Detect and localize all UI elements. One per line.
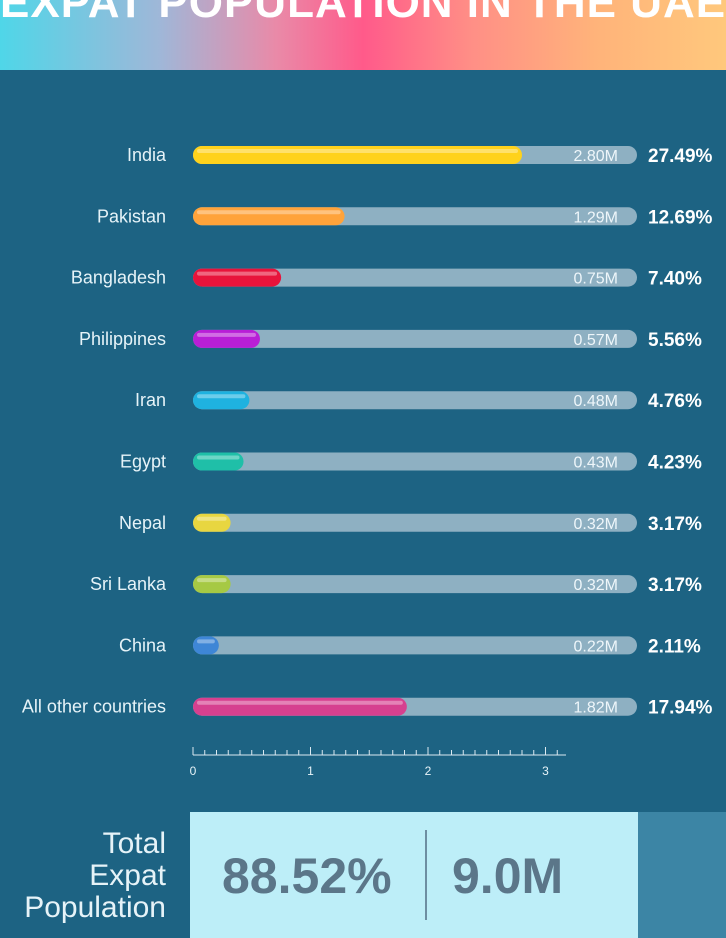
bar-track-egypt: [193, 452, 637, 471]
bar-track-sri-lanka: [193, 575, 637, 594]
x-tick-label-1: 1: [307, 764, 314, 778]
value-label-pakistan: 1.29M: [574, 209, 618, 226]
category-label-egypt: Egypt: [120, 452, 166, 472]
category-label-all-other-countries: All other countries: [22, 697, 166, 717]
bar-sri-lanka: [193, 575, 231, 594]
category-label-china: China: [119, 635, 167, 655]
value-label-iran: 0.48M: [574, 393, 618, 410]
bar-track-iran: [193, 391, 637, 410]
bar-track-bangladesh: [193, 268, 637, 287]
bar-highlight-pakistan: [197, 210, 341, 215]
category-label-sri-lanka: Sri Lanka: [90, 574, 167, 594]
value-label-china: 0.22M: [574, 638, 618, 655]
bar-chart: India 2.80M 27.49% Pakistan 1.29M 12.69% Bangl…: [22, 145, 713, 778]
bar-nepal: [193, 513, 231, 532]
value-label-nepal: 0.32M: [574, 516, 618, 533]
bar-highlight-iran: [197, 394, 246, 399]
bar-philippines: [193, 329, 260, 348]
x-tick-label-3: 3: [542, 764, 549, 778]
bar-china: [193, 636, 219, 655]
bar-highlight-india: [197, 149, 518, 153]
percent-label-pakistan: 12.69%: [648, 207, 713, 228]
total-label-line-3: Population: [24, 891, 166, 924]
total-percent: 88.52%: [222, 848, 392, 904]
page-title: EXPAT POPULATION IN THE UAE: [0, 0, 726, 27]
percent-label-all-other-countries: 17.94%: [648, 698, 713, 719]
percent-label-sri-lanka: 3.17%: [648, 575, 702, 596]
x-tick-label-2: 2: [425, 764, 432, 778]
value-label-sri-lanka: 0.32M: [574, 577, 618, 594]
total-side-panel: [638, 812, 726, 938]
category-label-pakistan: Pakistan: [97, 206, 166, 226]
value-label-india: 2.80M: [574, 148, 618, 165]
total-label-line-2: Expat: [89, 859, 166, 892]
bar-egypt: [193, 452, 244, 471]
total-count: 9.0M: [452, 848, 564, 904]
category-label-bangladesh: Bangladesh: [71, 268, 166, 288]
percent-label-bangladesh: 7.40%: [648, 269, 702, 290]
bar-highlight-philippines: [197, 332, 256, 337]
bar-pakistan: [193, 207, 345, 226]
total-summary-box: 88.52% 9.0M: [190, 812, 638, 938]
percent-label-iran: 4.76%: [648, 391, 702, 412]
value-label-philippines: 0.57M: [574, 332, 618, 349]
total-divider: [425, 830, 427, 920]
bar-track-china: [193, 636, 637, 655]
value-label-all-other-countries: 1.82M: [574, 700, 618, 717]
header-banner: EXPAT POPULATION IN THE UAE: [0, 0, 726, 70]
bar-highlight-bangladesh: [197, 271, 278, 276]
percent-label-nepal: 3.17%: [648, 514, 702, 535]
bar-iran: [193, 391, 250, 410]
percent-label-china: 2.11%: [648, 636, 701, 657]
value-label-egypt: 0.43M: [574, 455, 618, 472]
percent-label-india: 27.49%: [648, 146, 713, 167]
total-label: Total Expat Population: [0, 828, 166, 924]
bar-india: [193, 146, 522, 164]
bar-highlight-all-other-countries: [197, 700, 403, 705]
value-label-bangladesh: 0.75M: [574, 271, 618, 288]
bar-track-philippines: [193, 329, 637, 348]
category-label-nepal: Nepal: [119, 513, 166, 533]
bar-bangladesh: [193, 268, 282, 287]
x-tick-label-0: 0: [190, 764, 197, 778]
bar-highlight-china: [197, 639, 215, 644]
bar-highlight-egypt: [197, 455, 240, 460]
bar-all-other-countries: [193, 697, 407, 716]
category-label-india: India: [127, 145, 167, 165]
bar-track-nepal: [193, 513, 637, 532]
category-label-philippines: Philippines: [79, 329, 166, 349]
category-label-iran: Iran: [135, 390, 166, 410]
bar-highlight-nepal: [197, 516, 227, 521]
total-label-line-1: Total: [102, 827, 166, 860]
percent-label-egypt: 4.23%: [648, 453, 702, 474]
percent-label-philippines: 5.56%: [648, 330, 702, 351]
bar-highlight-sri-lanka: [197, 578, 227, 583]
